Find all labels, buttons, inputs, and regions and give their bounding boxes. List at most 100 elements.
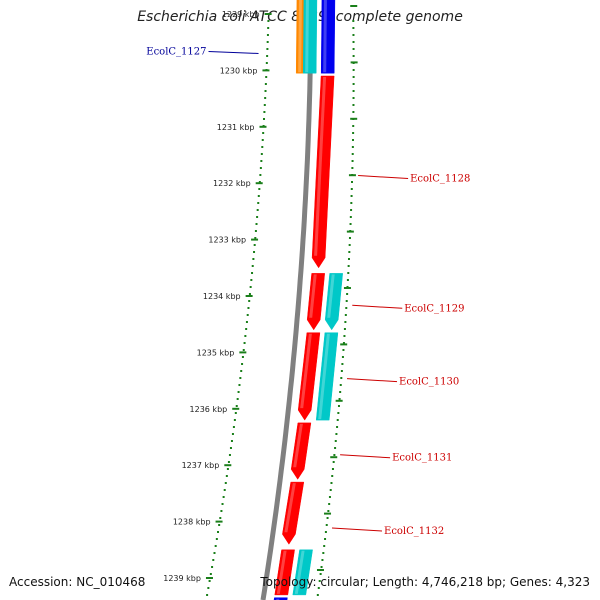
guide-dot — [255, 223, 258, 225]
guide-dot — [319, 573, 322, 575]
gene-label: EcolC_1132 — [384, 526, 444, 537]
guide-dot — [344, 321, 347, 323]
guide-dot — [265, 62, 268, 64]
gene-label-leader — [331, 527, 383, 532]
guide-dot — [326, 517, 329, 519]
feature-highlight — [314, 77, 327, 256]
guide-dot — [349, 223, 352, 225]
feature-highlight — [309, 274, 317, 318]
guide-dot — [259, 167, 262, 169]
guide-dot — [347, 258, 350, 260]
guide-dot — [266, 41, 269, 43]
guide-dot — [266, 48, 269, 50]
guide-dot — [335, 433, 338, 435]
gene-label: EcolC_1129 — [404, 303, 464, 314]
guide-dot — [251, 265, 254, 267]
guide-dot — [328, 496, 331, 498]
guide-dot — [230, 440, 233, 442]
guide-dot — [352, 90, 355, 92]
feature-blue — [320, 0, 336, 74]
tick-label: 1235 kbp — [197, 348, 235, 357]
guide-dot — [257, 195, 260, 197]
guide-dot — [241, 356, 244, 358]
guide-dot — [320, 566, 323, 568]
feature-red — [290, 422, 312, 480]
guide-dot — [350, 195, 353, 197]
guide-dot — [351, 160, 354, 162]
guide-dot — [348, 244, 351, 246]
guide-dot — [227, 461, 230, 463]
gene-labels-group: EcolC_1127 EcolC_1128 EcolC_1129 EcolC_1130… — [146, 46, 470, 537]
tick-label: 1237 kbp — [182, 461, 220, 470]
guide-dot — [346, 279, 349, 281]
guide-dot — [348, 237, 351, 239]
feature-highlight — [294, 550, 305, 594]
guide-dot — [327, 510, 330, 512]
feature-highlight — [298, 0, 302, 73]
guide-dot — [266, 34, 269, 36]
guide-dot — [344, 314, 347, 316]
guide-dot — [241, 363, 244, 365]
guide-dot — [240, 370, 243, 372]
guide-dot — [229, 447, 232, 449]
guide-dot — [352, 104, 355, 106]
gene-label: EcolC_1127 — [146, 46, 206, 57]
guide-dot — [224, 482, 227, 484]
guide-dot — [352, 76, 355, 78]
guide-dot — [338, 398, 341, 400]
feature-red — [306, 273, 325, 331]
guide-dot — [350, 181, 353, 183]
guide-dot — [258, 188, 261, 190]
guide-dot — [352, 41, 355, 43]
guide-dot — [219, 517, 222, 519]
feature-highlight — [323, 0, 327, 73]
guide-dot — [352, 34, 355, 36]
guide-dot — [263, 111, 266, 113]
guide-dot — [350, 202, 353, 204]
feature-highlight — [327, 274, 335, 318]
guide-dot — [316, 594, 319, 596]
genome-summary-text: Topology: circular; Length: 4,746,218 bp… — [260, 575, 590, 589]
guide-dot — [265, 76, 268, 78]
gene-label-leader — [208, 50, 259, 54]
guide-dot — [264, 97, 267, 99]
guide-dot — [206, 594, 209, 596]
guide-dot — [228, 454, 231, 456]
gene-label: EcolC_1130 — [399, 377, 459, 388]
guide-dot — [256, 216, 259, 218]
guide-dot — [337, 405, 340, 407]
tick-label: 1230 kbp — [220, 66, 258, 75]
feature-highlight — [318, 333, 330, 420]
guide-dot — [264, 90, 267, 92]
gene-label: EcolC_1131 — [392, 453, 452, 464]
guide-dot — [266, 55, 269, 57]
guide-dot — [352, 55, 355, 57]
guide-dot — [248, 300, 251, 302]
guide-dot — [249, 286, 252, 288]
guide-dot — [215, 538, 218, 540]
guide-dot — [245, 328, 248, 330]
feature-cyan — [315, 332, 339, 421]
guide-dot — [257, 202, 260, 204]
guide-dot — [208, 580, 211, 582]
guide-dot — [330, 482, 333, 484]
guide-dot — [262, 132, 265, 134]
guide-dot — [340, 370, 343, 372]
guide-dot — [243, 342, 246, 344]
feature-highlight — [276, 550, 287, 594]
guide-dot — [211, 566, 214, 568]
guide-dot — [254, 237, 257, 239]
guide-dot — [351, 153, 354, 155]
tick-label: 1233 kbp — [208, 236, 246, 245]
guide-dot — [245, 321, 248, 323]
guide-dot — [352, 69, 355, 71]
guide-dot — [343, 335, 346, 337]
guide-dot — [237, 391, 240, 393]
guide-dot — [235, 405, 238, 407]
guide-dot — [263, 104, 266, 106]
gene-label-leader — [346, 378, 398, 383]
guide-dot — [341, 363, 344, 365]
guide-dot — [261, 139, 264, 141]
tick-label: 1231 kbp — [217, 123, 255, 132]
